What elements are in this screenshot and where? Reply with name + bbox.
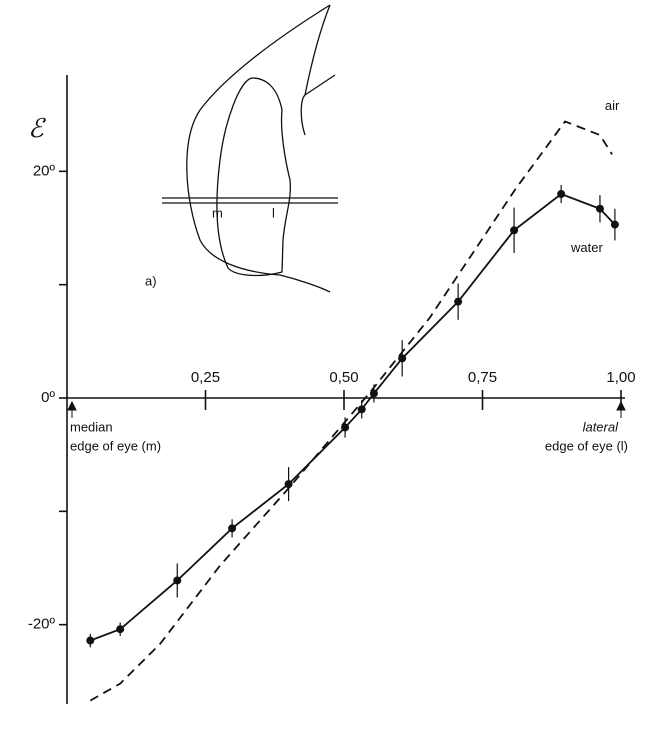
inset-label: l [272, 205, 275, 220]
data-point [228, 524, 236, 532]
data-point [454, 298, 462, 306]
y-tick-label: 0º [41, 389, 55, 406]
x-tick-label: 0,50 [329, 369, 358, 386]
data-point [358, 405, 366, 413]
data-point [557, 190, 565, 198]
x-tick-label: 1,00 [606, 369, 635, 386]
edge-label: edge of eye (m) [70, 438, 161, 453]
data-point [510, 226, 518, 234]
y-tick-label: -20º [28, 616, 56, 633]
series-label: air [605, 98, 620, 113]
edge-arrows [68, 402, 625, 418]
data-point [116, 625, 124, 633]
series-line [90, 194, 615, 641]
panel-label: a) [145, 273, 157, 288]
y-tick-label: 20º [33, 162, 56, 179]
inset-drawing [162, 5, 338, 292]
data-point [173, 576, 181, 584]
edge-label: edge of eye (l) [545, 438, 628, 453]
data-point [86, 637, 94, 645]
data-point [611, 221, 619, 229]
y-axis-label: ℰ [28, 114, 46, 144]
x-tick-label: 0,75 [468, 369, 497, 386]
edge-label: lateral [583, 419, 620, 434]
edge-label: median [70, 419, 113, 434]
data-point [596, 205, 604, 213]
chart: m l a) ℰ median edge of eye (m) lateral … [0, 0, 653, 738]
series-label: water [570, 240, 603, 255]
inset-label: m [212, 205, 223, 220]
x-tick-label: 0,25 [191, 369, 220, 386]
series-line [90, 121, 612, 700]
